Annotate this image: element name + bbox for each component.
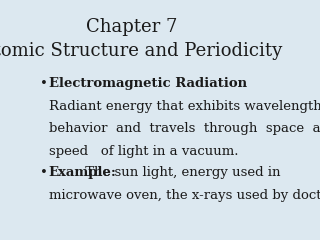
Text: The sun light, energy used in: The sun light, energy used in bbox=[81, 166, 280, 179]
Text: Electromagnetic Radiation: Electromagnetic Radiation bbox=[49, 77, 247, 90]
Text: •: • bbox=[40, 77, 48, 90]
Text: behavior  and  travels  through  space  at  the: behavior and travels through space at th… bbox=[49, 122, 320, 135]
Text: Example:: Example: bbox=[49, 166, 116, 179]
Text: speed   of light in a vacuum.: speed of light in a vacuum. bbox=[49, 145, 238, 158]
Text: •: • bbox=[40, 166, 48, 179]
Text: Chapter 7
Atomic Structure and Periodicity: Chapter 7 Atomic Structure and Periodici… bbox=[0, 18, 282, 60]
Text: Radiant energy that exhibits wavelength-like: Radiant energy that exhibits wavelength-… bbox=[49, 100, 320, 113]
Text: microwave oven, the x-rays used by doctors.: microwave oven, the x-rays used by docto… bbox=[49, 189, 320, 202]
